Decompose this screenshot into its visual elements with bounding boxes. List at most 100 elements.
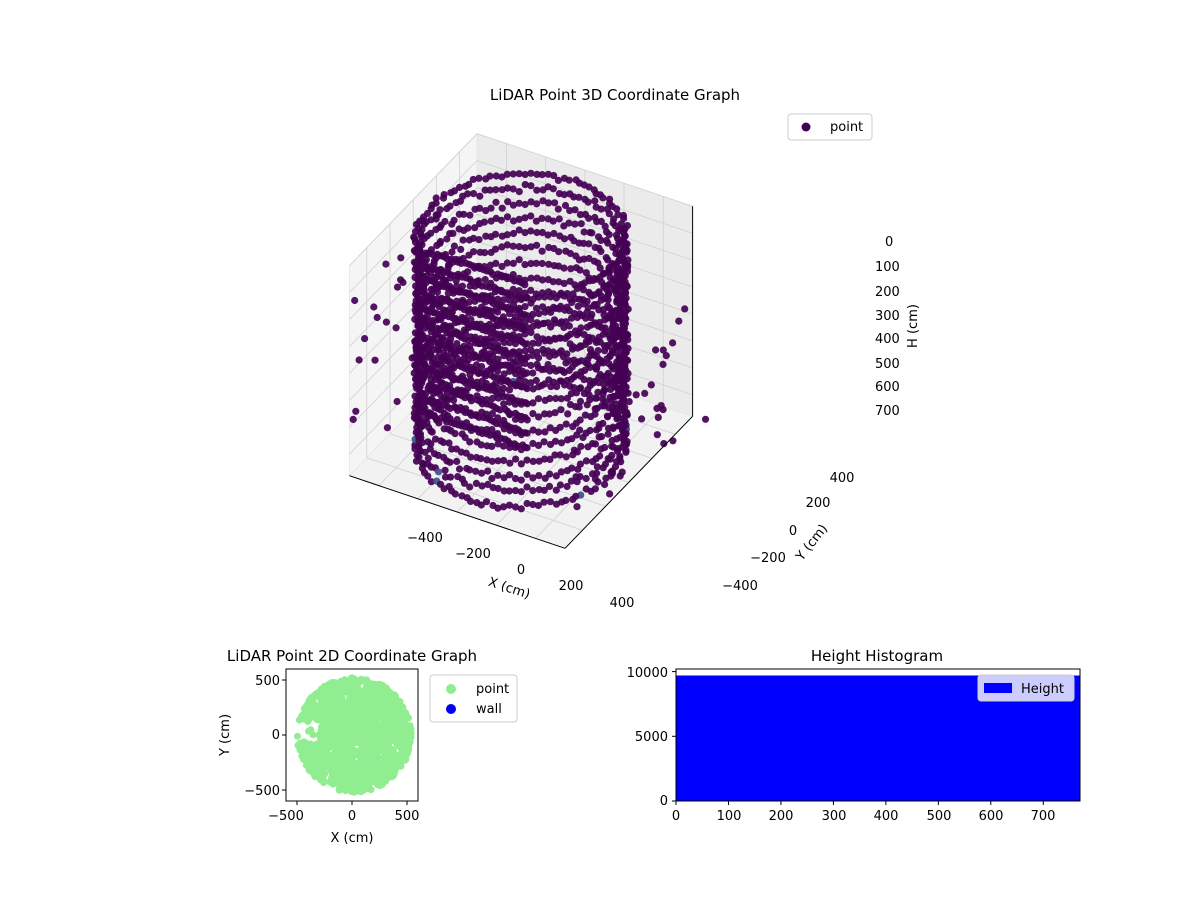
scatter-point — [529, 295, 537, 303]
scatter-point — [509, 229, 518, 238]
scatter-point — [521, 261, 529, 269]
scatter-point — [669, 437, 677, 445]
scatter-point — [433, 241, 441, 250]
scatter-point — [584, 386, 592, 394]
scatter-point — [565, 176, 573, 184]
scatter-point — [425, 318, 433, 326]
scatter-point — [481, 186, 489, 194]
scatter-point — [515, 226, 523, 234]
scatter-point — [549, 217, 557, 225]
scatter-point — [529, 426, 537, 434]
scatter-point — [500, 303, 508, 311]
scatter-point — [347, 739, 355, 747]
scatter-point — [482, 175, 490, 183]
z-tick-label: 200 — [875, 285, 900, 300]
scatter-point — [452, 199, 460, 207]
scatter-point — [318, 700, 326, 708]
scatter-point — [468, 278, 476, 286]
scatter-point — [557, 406, 565, 414]
scatter-point — [523, 340, 531, 348]
scatter-point — [503, 275, 511, 283]
scatter-point — [448, 386, 456, 395]
scatter-point — [418, 232, 426, 240]
scatter-point — [564, 332, 572, 340]
scatter-point — [556, 451, 564, 459]
scatter-point — [324, 711, 332, 719]
scatter-point — [357, 767, 365, 775]
scatter-point — [450, 242, 458, 250]
scatter-point — [494, 367, 502, 375]
scatter-point — [613, 298, 621, 306]
scatter-point — [552, 486, 560, 494]
scatter-point — [482, 379, 490, 388]
grid-line — [476, 241, 693, 315]
scatter-point — [517, 460, 525, 468]
scatter-point — [476, 220, 484, 228]
scatter-point — [574, 302, 582, 310]
scatter-point — [538, 259, 546, 268]
scatter-point — [595, 374, 603, 382]
scatter-point — [597, 445, 605, 453]
scatter-point — [500, 338, 508, 346]
scatter-point — [368, 762, 375, 770]
scatter-point — [489, 324, 497, 332]
scatter-point — [500, 474, 508, 482]
scatter-point — [527, 274, 535, 282]
y-tick-label: 0 — [789, 524, 797, 539]
scatter-point — [609, 365, 618, 373]
scatter-point — [580, 228, 588, 236]
scatter-point — [494, 355, 502, 363]
scatter-point — [359, 776, 367, 784]
scatter-point — [605, 210, 613, 218]
z-tick-label: 300 — [875, 309, 900, 324]
scatter-point — [509, 185, 517, 193]
scatter-point — [488, 296, 496, 304]
scatter-point — [461, 300, 469, 308]
scatter-point — [657, 402, 665, 410]
scatter-point — [345, 706, 353, 714]
scatter-point — [359, 677, 367, 685]
scatter-point — [607, 397, 615, 405]
scatter-point — [426, 445, 434, 453]
scatter-point — [504, 184, 512, 192]
scatter-point — [471, 306, 479, 314]
x-tick-label: 500 — [927, 809, 952, 824]
scatter-point — [453, 282, 461, 290]
scatter-point — [439, 438, 448, 447]
scatter-point — [382, 260, 390, 268]
scatter-point — [349, 675, 357, 683]
scatter-point — [483, 337, 491, 345]
scatter-point — [418, 376, 426, 385]
scatter-point — [582, 457, 591, 465]
scatter-point — [424, 307, 432, 315]
scatter-point — [541, 365, 549, 373]
scatter-point — [452, 328, 460, 336]
scatter-point — [346, 779, 354, 786]
plot-histogram: Height Histogram 0 100 200 300 400 500 6… — [627, 647, 1081, 824]
scatter-point — [373, 313, 381, 322]
z-tick-label: 400 — [875, 332, 900, 347]
scatter-point — [529, 474, 537, 482]
scatter-point — [563, 376, 571, 385]
scatter-point — [549, 278, 557, 286]
scatter-point — [494, 484, 502, 493]
scatter-point — [361, 335, 369, 343]
scatter-point — [494, 341, 502, 349]
scatter-point — [453, 416, 461, 424]
x-tick-label: 600 — [979, 809, 1004, 824]
scatter-point — [617, 220, 625, 228]
scatter-point — [601, 480, 609, 489]
scatter-point — [523, 385, 531, 393]
scatter-point — [612, 287, 620, 295]
scatter-point — [315, 731, 323, 739]
scatter-point — [424, 454, 432, 462]
scatter-point — [458, 492, 466, 500]
scatter-point — [560, 191, 568, 199]
scatter-point — [577, 220, 585, 228]
scatter-point — [576, 266, 584, 274]
plot-3d-title: LiDAR Point 3D Coordinate Graph — [490, 86, 740, 104]
scatter-point — [647, 381, 655, 389]
scatter-point — [601, 347, 609, 355]
scatter-point — [471, 224, 479, 232]
scatter-point — [541, 428, 549, 436]
